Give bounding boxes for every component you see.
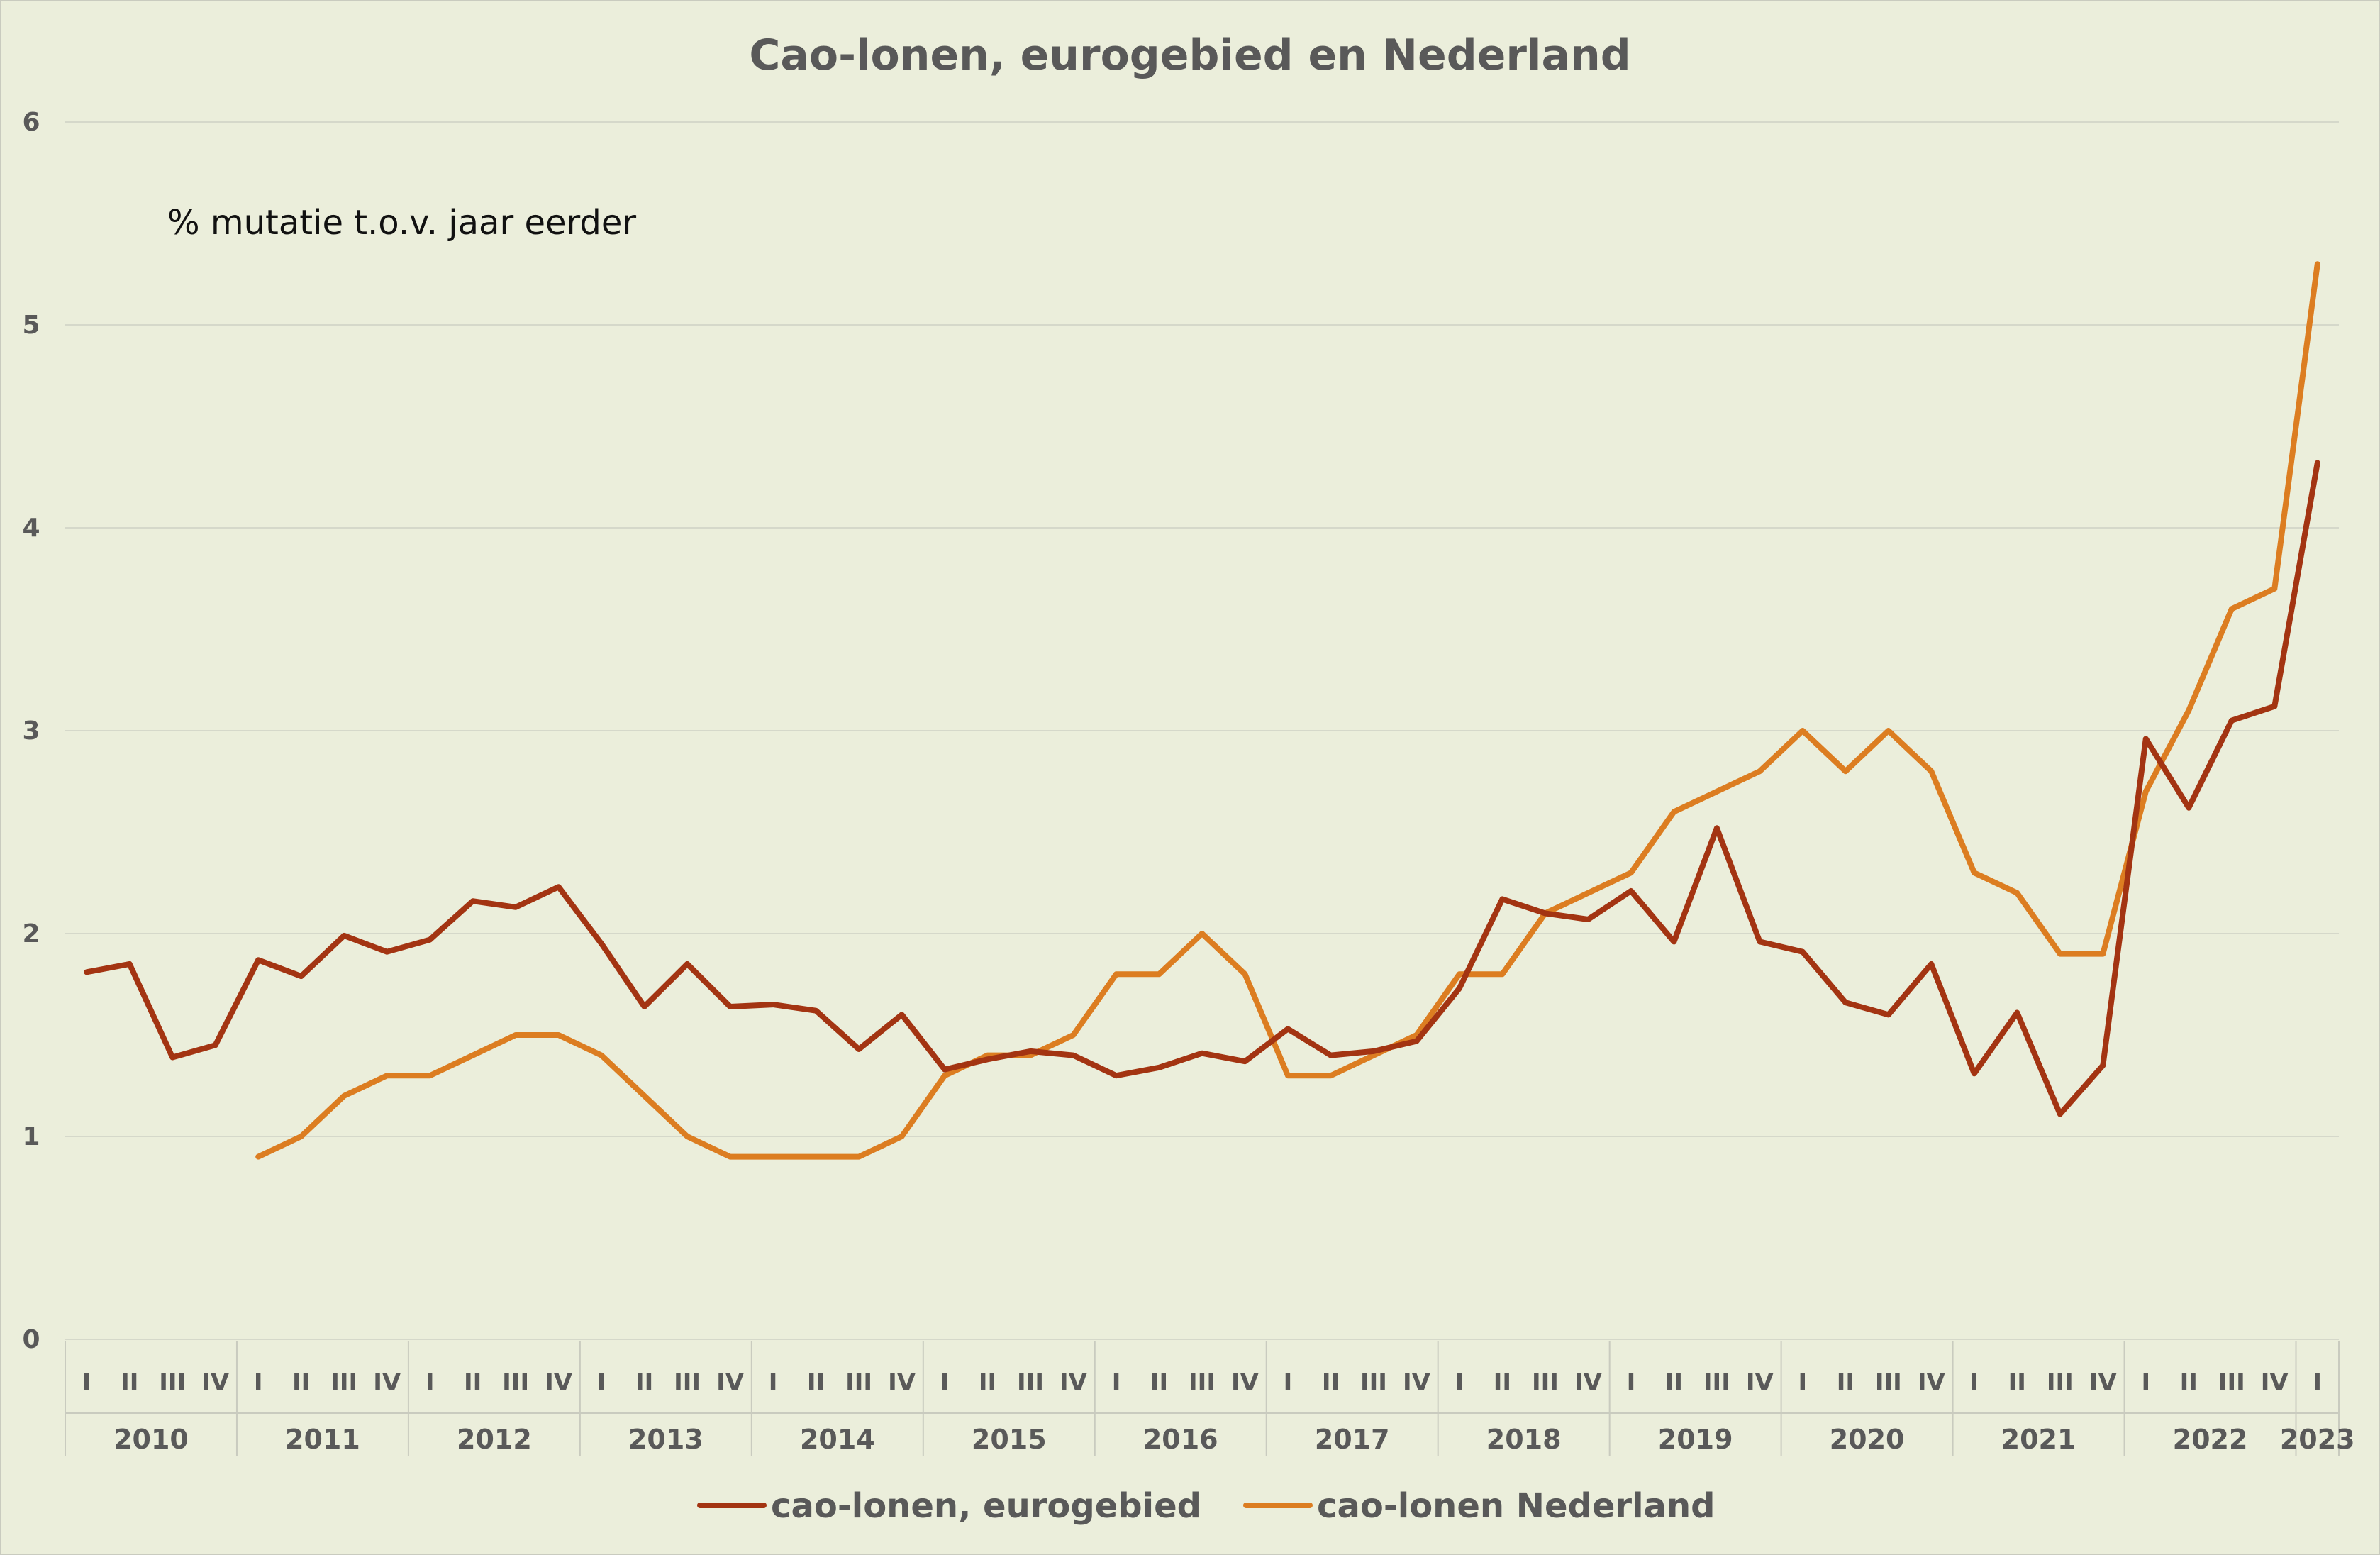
x-tick-label: III [2047,1368,2074,1397]
x-tick-label: I [2141,1368,2150,1397]
x-tick-label: II [1837,1368,1854,1397]
legend: cao-lonen, eurogebied cao-lonen Nederland [697,1486,1715,1526]
x-tick-label: III [1360,1368,1387,1397]
year-label: 2017 [1315,1424,1390,1455]
year-label: 2018 [1486,1424,1562,1455]
x-tick-label: III [2218,1368,2245,1397]
x-tick-label: I [940,1368,950,1397]
x-tick-label: II [979,1368,996,1397]
legend-label: cao-lonen Nederland [1317,1486,1715,1526]
x-tick-label: I [1970,1368,1979,1397]
x-tick-label: IV [1918,1368,1946,1397]
x-tick-label: III [845,1368,872,1397]
x-tick-label: II [121,1368,138,1397]
x-tick-label: II [1665,1368,1683,1397]
x-tick-label: II [1494,1368,1511,1397]
x-tick-label: I [597,1368,606,1397]
x-tick-label: IV [2261,1368,2289,1397]
year-label: 2015 [972,1424,1047,1455]
y-tick-label: 0 [22,1325,40,1354]
x-tick-label: IV [1574,1368,1603,1397]
x-tick-label: II [2180,1368,2198,1397]
year-label: 2013 [628,1424,704,1455]
x-tick-label: III [674,1368,701,1397]
x-tick-label: I [1627,1368,1636,1397]
x-tick-label: III [1703,1368,1730,1397]
x-tick-label: IV [1060,1368,1088,1397]
series-line-cao-lonen-eurogebied [84,460,2320,1117]
chart-title: Cao-lonen, eurogebied en Nederland [749,31,1630,80]
year-label: 2016 [1143,1424,1218,1455]
x-tick-label: IV [888,1368,916,1397]
x-tick-label: II [1322,1368,1340,1397]
x-tick-label: I [426,1368,435,1397]
year-label: 2019 [1658,1424,1733,1455]
x-tick-label: II [1150,1368,1168,1397]
x-tick-label: III [330,1368,357,1397]
legend-label: cao-lonen, eurogebied [771,1486,1201,1526]
x-tick-label: IV [1403,1368,1431,1397]
x-tick-label: IV [716,1368,745,1397]
x-tick-label: III [159,1368,186,1397]
x-tick-label: III [1189,1368,1216,1397]
year-label: 2014 [800,1424,875,1455]
year-label: 2010 [113,1424,189,1455]
year-label: 2023 [2280,1424,2355,1455]
series-lines [84,261,2320,1160]
x-tick-label: II [807,1368,825,1397]
x-tick-label: I [82,1368,91,1397]
chart-annotation: % mutatie t.o.v. jaar eerder [167,203,636,243]
gridlines [65,121,2339,1340]
year-label: 2011 [285,1424,360,1455]
x-tick-label: II [2008,1368,2026,1397]
x-tick-label: I [1798,1368,1808,1397]
y-tick-label: 5 [22,311,40,340]
x-tick-label: II [292,1368,310,1397]
year-label: 2022 [2173,1424,2248,1455]
x-tick-label: I [2313,1368,2322,1397]
y-tick-label: 3 [22,716,40,746]
series-line-cao-lonen-nederland [255,261,2320,1160]
year-label: 2021 [2001,1424,2076,1455]
x-tick-label: II [464,1368,482,1397]
x-tick-label: I [769,1368,778,1397]
x-tick-label: IV [2089,1368,2118,1397]
y-tick-label: 1 [22,1122,40,1151]
y-axis-ticks: 0 1 2 3 4 5 6 [22,108,40,1354]
year-label: 2020 [1830,1424,1905,1455]
x-tick-label: III [1017,1368,1044,1397]
x-tick-label: IV [201,1368,230,1397]
x-tick-label: IV [545,1368,573,1397]
x-tick-label: IV [373,1368,401,1397]
y-tick-label: 2 [22,919,40,948]
x-tick-label: I [1284,1368,1293,1397]
x-tick-label: II [635,1368,653,1397]
x-tick-label: III [502,1368,529,1397]
x-tick-label: IV [1746,1368,1774,1397]
y-tick-label: 4 [22,514,40,543]
y-tick-label: 6 [22,108,40,137]
x-tick-label: I [1112,1368,1121,1397]
x-tick-label: I [1455,1368,1464,1397]
x-axis: I II III IV I II III IV I II III IV I II III IV I II III IV… [65,1341,2355,1456]
year-label: 2012 [457,1424,532,1455]
x-tick-label: IV [1231,1368,1259,1397]
x-tick-label: I [254,1368,263,1397]
x-tick-label: III [1875,1368,1902,1397]
x-tick-label: III [1532,1368,1559,1397]
